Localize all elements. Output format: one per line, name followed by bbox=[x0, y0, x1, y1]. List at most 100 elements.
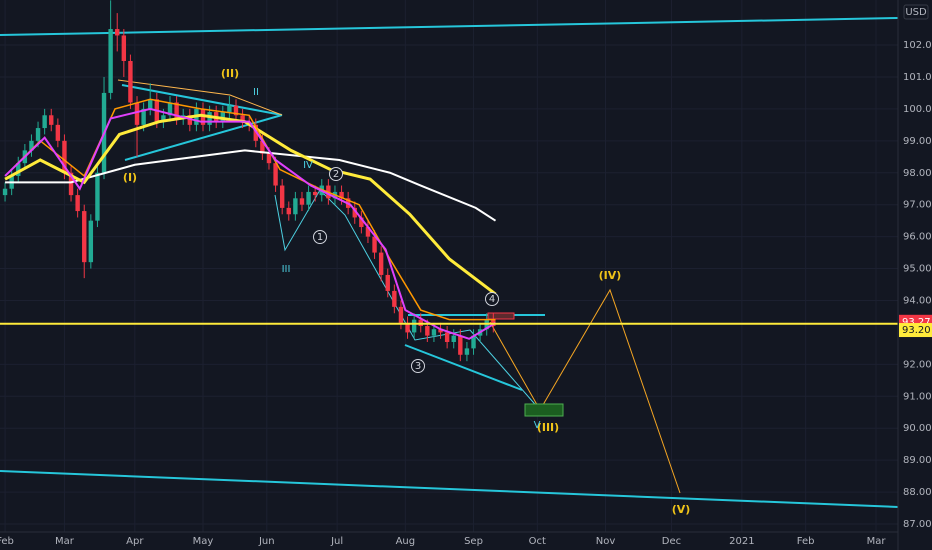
wave-circle bbox=[485, 292, 499, 306]
wave-label: V bbox=[534, 420, 541, 431]
wave-circle bbox=[329, 167, 343, 181]
wave-circle bbox=[411, 359, 425, 373]
candle-body bbox=[16, 163, 21, 176]
x-tick-label: 2021 bbox=[729, 536, 754, 547]
wave-label: (V) bbox=[672, 503, 691, 516]
y-tick-label: 88.00 bbox=[903, 487, 932, 498]
candle-body bbox=[121, 35, 127, 61]
candle-body bbox=[286, 207, 291, 215]
candle-body bbox=[438, 329, 443, 333]
candle-body bbox=[273, 163, 278, 186]
drawings bbox=[0, 17, 899, 508]
wave-label: (I) bbox=[123, 171, 137, 184]
currency-box bbox=[903, 4, 929, 20]
candle-body bbox=[233, 105, 239, 116]
candle-body bbox=[227, 105, 232, 113]
projection bbox=[489, 288, 681, 494]
candle-body bbox=[62, 140, 67, 173]
candle-body bbox=[352, 207, 357, 218]
wave-label: III bbox=[282, 264, 291, 275]
price-axis bbox=[898, 0, 932, 550]
candle-body bbox=[134, 102, 140, 125]
candle-body bbox=[451, 335, 456, 342]
candle-body bbox=[444, 332, 450, 342]
range-bottom bbox=[404, 344, 523, 391]
candle-body bbox=[240, 115, 245, 122]
wave-label: 4 bbox=[489, 294, 495, 305]
y-tick-label: 90.00 bbox=[903, 423, 932, 434]
candle-body bbox=[458, 335, 463, 355]
candle-body bbox=[293, 198, 298, 215]
y-tick-label: 87.00 bbox=[903, 519, 932, 530]
x-tick-label: Dec bbox=[662, 536, 681, 547]
candle-body bbox=[141, 108, 146, 125]
y-tick-label: 102.00 bbox=[903, 40, 932, 51]
price-tag-label: 93.27 bbox=[902, 317, 931, 328]
candle-body bbox=[299, 198, 305, 205]
y-tick-label: 100.00 bbox=[903, 104, 932, 115]
x-tick-label: Nov bbox=[596, 536, 616, 547]
candle-body bbox=[167, 102, 173, 116]
wave-circle bbox=[313, 230, 327, 244]
candle-body bbox=[405, 322, 410, 333]
triangle-upper bbox=[121, 84, 283, 116]
candle-body bbox=[359, 217, 364, 228]
x-tick-label: Jun bbox=[258, 536, 275, 547]
wave-label: II bbox=[253, 87, 259, 98]
wave-line bbox=[117, 79, 283, 116]
moving-average bbox=[5, 149, 497, 222]
candle-body bbox=[220, 112, 225, 122]
x-tick-label: Feb bbox=[0, 536, 14, 547]
y-tick-label: 89.00 bbox=[903, 455, 932, 466]
candle-body bbox=[49, 115, 54, 125]
candle-body bbox=[411, 319, 417, 333]
candle-body bbox=[108, 29, 113, 93]
candle-body bbox=[29, 140, 34, 151]
candle-body bbox=[431, 329, 437, 336]
candle-body bbox=[128, 60, 133, 103]
candle-body bbox=[95, 172, 100, 221]
candle-body bbox=[2, 188, 8, 196]
candle-body bbox=[365, 227, 371, 237]
candle-body bbox=[174, 102, 179, 119]
wave-label: (II) bbox=[221, 67, 239, 80]
y-tick-label: 95.00 bbox=[903, 264, 932, 275]
candle-body bbox=[88, 220, 94, 263]
x-tick-label: Aug bbox=[396, 536, 416, 547]
candle-body bbox=[115, 29, 120, 36]
y-tick-label: 94.00 bbox=[903, 295, 932, 306]
candle-body bbox=[471, 335, 476, 349]
y-tick-label: 96.00 bbox=[903, 232, 932, 243]
channel-top bbox=[0, 17, 899, 36]
candle-body bbox=[385, 274, 390, 291]
y-tick-label: 101.00 bbox=[903, 72, 932, 83]
x-tick-label: Apr bbox=[126, 536, 144, 547]
candle-body bbox=[35, 128, 41, 141]
price-tag-label: 93.20 bbox=[902, 325, 931, 336]
x-tick-label: Jul bbox=[330, 536, 343, 547]
x-tick-label: Mar bbox=[55, 536, 75, 547]
x-tick-label: Feb bbox=[797, 536, 815, 547]
wave-label: (III) bbox=[537, 421, 559, 434]
x-tick-label: Oct bbox=[529, 536, 546, 547]
y-tick-label: 98.00 bbox=[903, 168, 932, 179]
candle-body bbox=[207, 112, 212, 125]
y-tick-label: 92.00 bbox=[903, 359, 932, 370]
wave-label: 3 bbox=[415, 361, 421, 372]
y-tick-label: 97.00 bbox=[903, 200, 932, 211]
candle-body bbox=[392, 290, 397, 307]
x-tick-label: Mar bbox=[867, 536, 887, 547]
wave-label: IV bbox=[303, 160, 313, 171]
y-tick-label: 91.00 bbox=[903, 391, 932, 402]
candle-body bbox=[266, 153, 272, 164]
candle-body bbox=[260, 140, 265, 154]
marker-box bbox=[487, 312, 515, 320]
candle-body bbox=[339, 191, 344, 199]
price-tag bbox=[899, 323, 932, 338]
candle-body bbox=[42, 115, 47, 129]
wave-label: 2 bbox=[333, 169, 339, 180]
candle-body bbox=[372, 236, 377, 253]
currency: USD bbox=[905, 7, 927, 18]
